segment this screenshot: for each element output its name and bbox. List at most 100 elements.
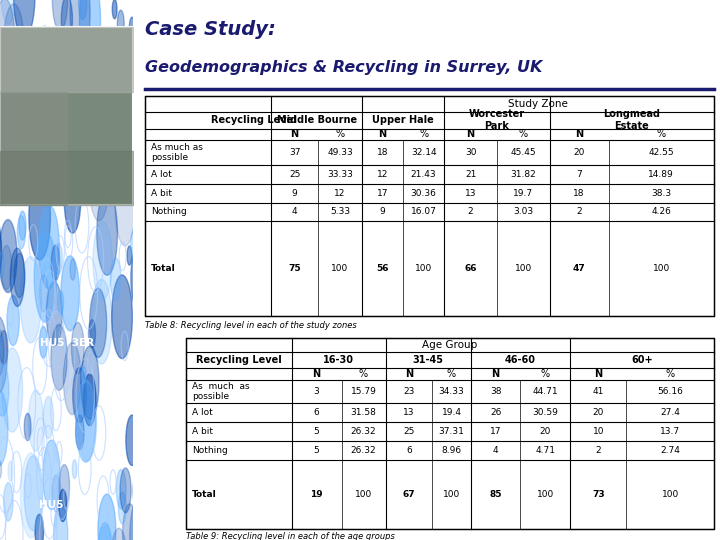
Text: 46-60: 46-60: [505, 355, 536, 365]
Circle shape: [59, 464, 70, 507]
Text: 21.43: 21.43: [411, 170, 436, 179]
Circle shape: [24, 456, 42, 531]
Text: 9: 9: [292, 188, 297, 198]
Bar: [145, 96, 714, 316]
Text: Recycling Level: Recycling Level: [196, 355, 282, 365]
Text: 13.7: 13.7: [660, 427, 680, 436]
Text: 33.33: 33.33: [327, 170, 353, 179]
Circle shape: [2, 348, 22, 432]
Circle shape: [81, 367, 86, 383]
Circle shape: [40, 326, 48, 358]
Circle shape: [51, 245, 60, 280]
Circle shape: [76, 415, 84, 450]
Text: 49.33: 49.33: [327, 148, 353, 157]
Text: N: N: [379, 130, 387, 139]
Circle shape: [112, 275, 132, 359]
Text: %: %: [359, 369, 368, 379]
Circle shape: [137, 151, 142, 172]
Text: 4: 4: [292, 207, 297, 217]
Text: 2: 2: [595, 446, 601, 455]
Circle shape: [46, 281, 62, 346]
Text: %: %: [665, 369, 675, 379]
Text: 31-45: 31-45: [413, 355, 444, 365]
Circle shape: [37, 105, 51, 160]
Text: A bit: A bit: [192, 427, 213, 436]
Circle shape: [0, 330, 8, 365]
Text: 5: 5: [314, 446, 320, 455]
Text: Nothing: Nothing: [150, 207, 186, 217]
Text: N: N: [290, 130, 299, 139]
Text: 42.55: 42.55: [649, 148, 674, 157]
Circle shape: [120, 468, 131, 513]
Circle shape: [0, 0, 14, 79]
Circle shape: [93, 222, 112, 300]
Circle shape: [58, 291, 63, 315]
Text: 12: 12: [377, 170, 388, 179]
Circle shape: [0, 55, 8, 89]
Text: 6: 6: [314, 408, 320, 417]
Circle shape: [130, 495, 150, 540]
Circle shape: [98, 494, 116, 540]
Text: 56: 56: [377, 264, 389, 273]
Circle shape: [0, 57, 18, 138]
Circle shape: [60, 118, 73, 166]
Circle shape: [122, 504, 137, 540]
Text: 18: 18: [573, 188, 585, 198]
Text: 100: 100: [662, 490, 679, 499]
Circle shape: [138, 467, 143, 487]
Circle shape: [76, 380, 96, 462]
Text: 15.79: 15.79: [351, 387, 377, 396]
Circle shape: [142, 488, 147, 508]
Text: 31.58: 31.58: [351, 408, 377, 417]
Circle shape: [10, 248, 24, 307]
Circle shape: [79, 0, 101, 63]
Circle shape: [136, 0, 148, 24]
Text: As much as
possible: As much as possible: [150, 143, 202, 162]
Circle shape: [51, 325, 67, 390]
Text: N: N: [405, 369, 413, 379]
Text: 73: 73: [592, 490, 605, 499]
Circle shape: [84, 374, 96, 426]
Circle shape: [0, 220, 17, 293]
Circle shape: [72, 460, 77, 478]
Circle shape: [39, 275, 48, 312]
Text: 2.74: 2.74: [660, 446, 680, 455]
Text: 100: 100: [331, 264, 348, 273]
Circle shape: [17, 216, 25, 249]
Circle shape: [135, 280, 139, 296]
Circle shape: [138, 451, 151, 505]
Text: 5: 5: [314, 427, 320, 436]
Text: 34.33: 34.33: [438, 387, 464, 396]
Text: 26: 26: [490, 408, 501, 417]
Circle shape: [1, 0, 15, 24]
Text: 37.31: 37.31: [438, 427, 464, 436]
Circle shape: [128, 65, 135, 92]
Circle shape: [20, 256, 42, 343]
Circle shape: [40, 30, 60, 112]
Circle shape: [116, 91, 125, 130]
Circle shape: [89, 288, 107, 357]
Circle shape: [28, 390, 43, 451]
Text: 44.71: 44.71: [533, 387, 558, 396]
Circle shape: [20, 453, 42, 538]
Circle shape: [133, 474, 141, 508]
Circle shape: [43, 440, 60, 510]
Text: 26.32: 26.32: [351, 427, 377, 436]
Text: 60+: 60+: [631, 355, 653, 365]
Circle shape: [117, 469, 126, 509]
Text: 85: 85: [490, 490, 502, 499]
Text: N: N: [467, 130, 474, 139]
Text: 38.3: 38.3: [652, 188, 671, 198]
Text: Geodemographics & Recycling in Surrey, UK: Geodemographics & Recycling in Surrey, U…: [145, 60, 542, 75]
Text: %: %: [336, 130, 345, 139]
Text: 75: 75: [288, 264, 301, 273]
Circle shape: [130, 228, 139, 262]
Text: A lot: A lot: [150, 170, 171, 179]
Circle shape: [90, 67, 101, 112]
Text: 100: 100: [537, 490, 554, 499]
Text: %: %: [419, 130, 428, 139]
Circle shape: [8, 461, 13, 481]
Circle shape: [70, 0, 90, 53]
Text: %: %: [657, 130, 666, 139]
Circle shape: [40, 26, 50, 67]
